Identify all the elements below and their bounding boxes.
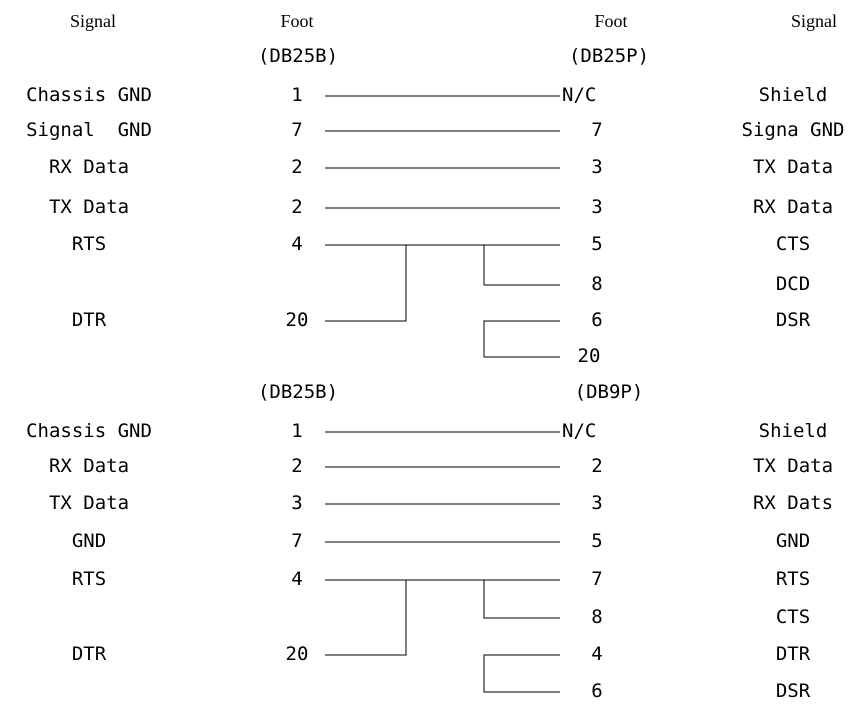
left-signal: RX Data xyxy=(48,156,130,178)
left-signal: Signal GND xyxy=(26,119,152,141)
left-pin: 20 xyxy=(285,309,309,331)
right-foot-header: Foot xyxy=(594,11,628,31)
left-signal: RX Data xyxy=(48,455,130,477)
right-pin: 5 xyxy=(591,233,603,255)
left-pin: 7 xyxy=(291,119,303,141)
right-signal: Shield xyxy=(758,84,828,106)
left-signal-header: Signal xyxy=(69,11,117,31)
left-pin: 3 xyxy=(291,492,303,514)
left-pin: 4 xyxy=(291,233,303,255)
right-pin: 6 xyxy=(591,680,603,702)
left-signal: RTS xyxy=(71,568,107,590)
wire xyxy=(483,580,560,619)
right-signal: CTS xyxy=(775,233,811,255)
right-signal-header: Signal xyxy=(790,11,838,31)
right-pin: 8 xyxy=(591,273,603,295)
right-pin: N/C xyxy=(562,420,597,442)
right-pin: 20 xyxy=(577,345,601,367)
right-pin: 3 xyxy=(591,156,603,178)
right-connector-label: (DB25P) xyxy=(568,45,650,67)
left-connector-label: (DB25B) xyxy=(257,45,339,67)
right-pin: 5 xyxy=(591,530,603,552)
left-signal: DTR xyxy=(71,309,107,331)
right-signal: RX Data xyxy=(752,196,834,218)
left-pin: 1 xyxy=(291,84,303,106)
left-foot-header: Foot xyxy=(280,11,314,31)
left-pin: 7 xyxy=(291,530,303,552)
left-pin: 2 xyxy=(291,196,303,218)
right-pin: 8 xyxy=(591,606,603,628)
right-pin: 3 xyxy=(591,196,603,218)
wire xyxy=(483,320,560,358)
wire xyxy=(483,245,560,286)
wire xyxy=(325,580,407,656)
right-signal: DCD xyxy=(775,273,811,295)
right-signal: Shield xyxy=(758,420,828,442)
left-signal: TX Data xyxy=(48,492,130,514)
left-signal: TX Data xyxy=(48,196,130,218)
left-pin: 20 xyxy=(285,643,309,665)
left-signal: GND xyxy=(71,530,107,552)
left-pin: 2 xyxy=(291,156,303,178)
right-pin: 7 xyxy=(591,119,603,141)
left-signal: RTS xyxy=(71,233,107,255)
left-pin: 4 xyxy=(291,568,303,590)
right-signal: DTR xyxy=(775,643,811,665)
wire xyxy=(483,654,560,693)
wire xyxy=(325,245,407,322)
right-signal: RTS xyxy=(775,568,811,590)
right-connector-label: (DB9P) xyxy=(574,381,644,403)
left-pin: 1 xyxy=(291,420,303,442)
right-signal: TX Data xyxy=(752,156,834,178)
left-signal: Chassis GND xyxy=(26,420,152,442)
right-pin: 3 xyxy=(591,492,603,514)
left-pin: 2 xyxy=(291,455,303,477)
right-pin: N/C xyxy=(562,84,597,106)
right-pin: 7 xyxy=(591,568,603,590)
right-pin: 2 xyxy=(591,455,603,477)
right-signal: Signa GND xyxy=(741,119,845,141)
left-connector-label: (DB25B) xyxy=(257,381,339,403)
right-pin: 6 xyxy=(591,309,603,331)
right-signal: RX Dats xyxy=(752,492,834,514)
left-signal: DTR xyxy=(71,643,107,665)
right-signal: DSR xyxy=(775,309,811,331)
right-signal: TX Data xyxy=(752,455,834,477)
right-signal: CTS xyxy=(775,606,811,628)
left-signal: Chassis GND xyxy=(26,84,152,106)
right-pin: 4 xyxy=(591,643,603,665)
right-signal: GND xyxy=(775,530,811,552)
right-signal: DSR xyxy=(775,680,811,702)
